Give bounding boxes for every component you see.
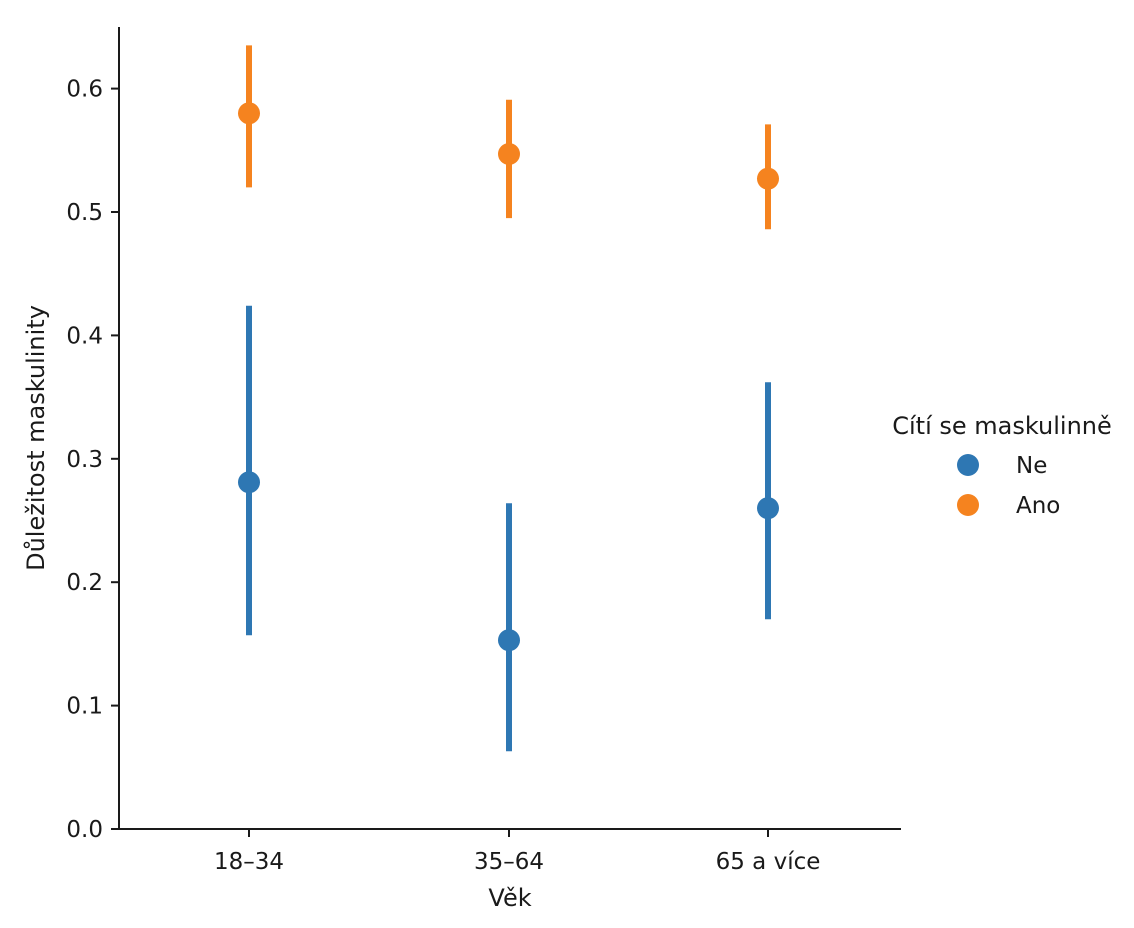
y-tick-label: 0.2 <box>66 570 103 596</box>
data-point-ne <box>498 629 520 652</box>
legend-title: Cítí se maskulinně <box>892 412 1112 440</box>
y-tick-label: 0.6 <box>66 77 103 103</box>
y-tick-label: 0.1 <box>66 694 103 720</box>
legend-label-ano: Ano <box>1016 493 1060 519</box>
data-point-ano <box>238 102 260 125</box>
legend-label-ne: Ne <box>1016 453 1047 479</box>
y-tick-label: 0.5 <box>66 200 103 226</box>
x-tick-label: 65 a více <box>716 849 821 875</box>
x-tick-label: 35–64 <box>474 849 544 875</box>
y-tick-label: 0.4 <box>66 323 103 349</box>
y-ticks: 0.0 0.1 0.2 0.3 0.4 0.5 0.6 <box>66 77 119 843</box>
data-point-ano <box>757 167 779 190</box>
series-ano <box>238 45 779 230</box>
legend-marker-ano <box>957 494 979 516</box>
series-ne <box>238 305 779 752</box>
y-axis-title: Důležitost maskulinity <box>22 305 50 571</box>
legend: Cítí se maskulinně Ne Ano <box>892 412 1112 519</box>
data-point-ano <box>498 143 520 166</box>
x-tick-label: 18–34 <box>214 849 284 875</box>
legend-marker-ne <box>957 454 979 476</box>
y-tick-label: 0.0 <box>66 817 103 843</box>
data-point-ne <box>238 471 260 494</box>
x-axis-title: Věk <box>488 884 531 912</box>
y-tick-label: 0.3 <box>66 447 103 473</box>
data-point-ne <box>757 497 779 520</box>
data-marks <box>238 45 779 752</box>
x-ticks: 18–34 35–64 65 a více <box>214 829 820 875</box>
